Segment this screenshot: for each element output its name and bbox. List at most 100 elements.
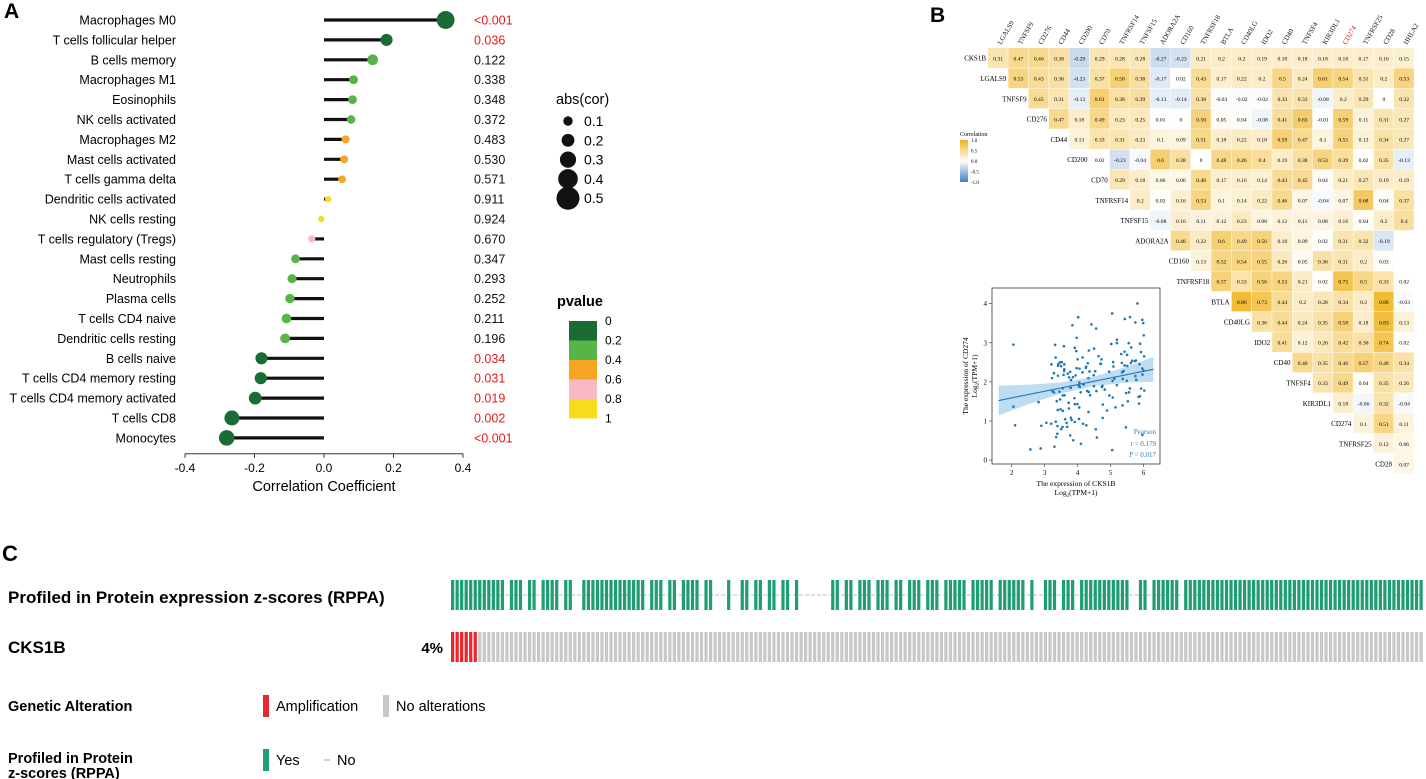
gene-sample-bar [763,632,767,662]
cell-type-label: Eosinophils [112,93,176,107]
rppa-sample-bar [849,580,853,610]
scatter-point [1099,362,1102,366]
scatter-point [1105,409,1109,412]
heatmap-cell-value: 0.18 [1277,239,1287,245]
heatmap-cell [1130,169,1150,190]
gene-sample-bar [1374,632,1378,662]
scatter-point [1090,323,1093,326]
lollipop-row: B cells naive 0.034 [106,352,506,366]
gene-sample-bar [962,632,966,662]
rppa-sample-bar [1319,580,1324,610]
heatmap-cell-value: 0.68 [1359,198,1369,204]
gene-sample-bar [663,632,667,662]
heatmap-cell [1251,68,1272,89]
heatmap-cell [1333,332,1353,352]
heatmap-cell-value: 0.27 [1399,138,1409,144]
unit-subscript: 2 [976,382,981,385]
rppa-sample-bar [654,580,658,610]
gene-sample-bar [722,632,726,662]
lollipop-dot [285,293,295,304]
gene-sample-bar [627,632,631,662]
rppa-sample-bar [1338,580,1342,610]
scatter-stat-method: Pearson [1134,428,1157,436]
rppa-sample-bar [582,580,586,610]
scatter-point [1050,363,1053,366]
heatmap-cell-value: 0.19 [1379,178,1389,184]
gene-sample-bar [591,632,595,662]
p-value-label: 0.002 [474,412,505,426]
heatmap-legend-label: 0.5 [971,150,978,155]
heatmap-cell-value: 0.07 [1298,198,1308,204]
scatter-point [1062,369,1066,373]
heatmap-cell-value: 0.53 [1399,77,1409,83]
gene-sample-bar [1107,632,1111,662]
rppa-sample-bar [1089,580,1093,610]
scatter-point [1127,341,1131,345]
gene-sample-bar [618,632,622,662]
gene-sample-bar [740,632,744,662]
rppa-sample-bar [1405,580,1410,610]
heatmap-cell-value: 0.33 [1298,97,1308,103]
gene-sample-bar [1193,632,1197,662]
scatter-x-tick-label: 5 [1109,469,1113,477]
gene-sample-bar [1301,632,1306,662]
heatmap-cell [1312,190,1333,210]
p-value-label: 0.293 [474,272,505,286]
rppa-sample-bar [451,580,455,610]
heatmap-cell [1394,169,1414,190]
heatmap-cell-value: -0.08 [1317,97,1329,103]
heatmap-cell [1191,210,1211,231]
heatmap-cell-value: 0.11 [1298,219,1308,225]
rppa-sample-bar [1003,580,1007,610]
scatter-point [1063,363,1066,366]
p-value-label: 0.347 [474,252,505,266]
heatmap-cell [1333,149,1353,170]
lollipop-dot [367,54,379,66]
scatter-point [1141,367,1144,370]
rppa-sample-bar [1310,580,1315,610]
lollipop-dot [380,33,393,46]
scatter-point [1141,321,1145,325]
heatmap-cell [1353,149,1374,170]
heatmap-cell-value: 0.37 [1095,77,1105,83]
gene-sample-bar [1215,632,1220,662]
heatmap-cell [1231,129,1252,149]
heatmap-cell-value: -0.03 [1216,97,1228,103]
heatmap-cell-value: 0.08 [1257,219,1267,225]
heatmap-cell-value: 0.22 [1257,198,1267,204]
heatmap-cell [1130,129,1150,149]
gene-sample-bar [1351,632,1355,662]
heatmap-cell [1130,149,1150,170]
size-legend-label: 0.4 [584,171,604,187]
gene-sample-bar [1265,632,1269,662]
heatmap-row-label: CKS1B [964,55,986,63]
scatter-point [1114,406,1117,409]
rppa-sample-bar [1229,580,1233,610]
rppa-sample-bar [650,580,654,610]
gene-sample-bar [500,632,505,662]
rppa-sample-bar [1043,580,1048,610]
rppa-sample-bar [876,580,880,610]
scatter-point [1111,360,1115,364]
gene-sample-bar [1333,632,1337,662]
gene-sample-bar [1224,632,1229,662]
cell-type-label: T cells CD4 naive [78,312,176,326]
heatmap-cell-value: 0.61 [1318,77,1328,83]
heatmap-cell [1272,190,1292,210]
gene-sample-bar [840,632,844,662]
heatmap-cell [1353,169,1374,190]
rppa-sample-bar [1071,580,1075,610]
gene-sample-bar [541,632,545,662]
gene-sample-bar [1242,632,1247,662]
scatter-point [1079,442,1083,446]
size-legend-label: 0.5 [584,190,604,206]
rppa-sample-bar [500,580,505,610]
rppa-sample-bar [496,580,500,610]
heatmap-cell-value: 0.23 [1237,219,1247,225]
panel-c-oncoprint: C Profiled in Protein expression z-scores… [2,541,1424,779]
heatmap-cell [1272,251,1292,271]
heatmap-cell [1394,372,1414,393]
gene-sample-bar [876,632,880,662]
heatmap-cell-value: 0.02 [1399,341,1409,347]
lollipop-dot [254,372,267,385]
